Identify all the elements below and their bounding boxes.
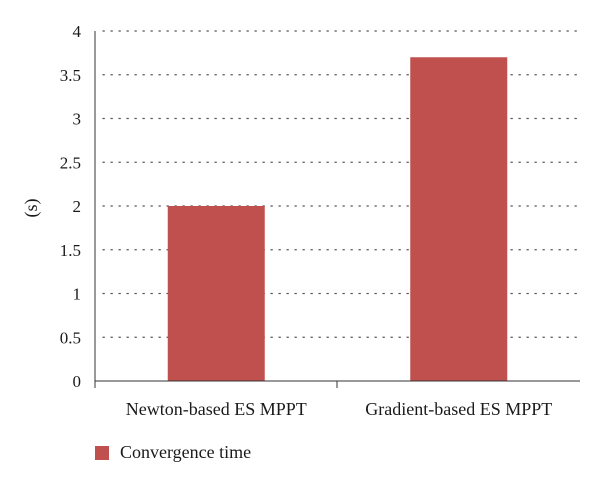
legend: Convergence time [95, 442, 251, 462]
x-category-label: Gradient-based ES MPPT [365, 399, 552, 419]
y-tick-label: 1.5 [60, 241, 81, 260]
bars [167, 57, 508, 381]
x-category-label: Newton-based ES MPPT [126, 399, 307, 419]
legend-swatch [95, 446, 109, 460]
y-tick-label: 2.5 [60, 153, 81, 172]
bar [410, 57, 508, 381]
y-tick-label: 0.5 [60, 328, 81, 347]
y-tick-label: 3 [73, 110, 82, 129]
y-tick-label: 4 [73, 22, 82, 41]
y-tick-labels: 0 0.5 1 1.5 2 2.5 3 3.5 4 [60, 22, 82, 391]
legend-label: Convergence time [120, 442, 251, 462]
y-tick-label: 3.5 [60, 66, 81, 85]
bar [167, 206, 265, 381]
y-tick-label: 2 [73, 197, 82, 216]
y-axis-title: (s) [21, 199, 42, 218]
y-tick-label: 0 [73, 372, 82, 391]
axes [94, 31, 580, 388]
y-tick-label: 1 [73, 285, 82, 304]
x-category-labels: Newton-based ES MPPT Gradient-based ES MP… [126, 399, 552, 419]
